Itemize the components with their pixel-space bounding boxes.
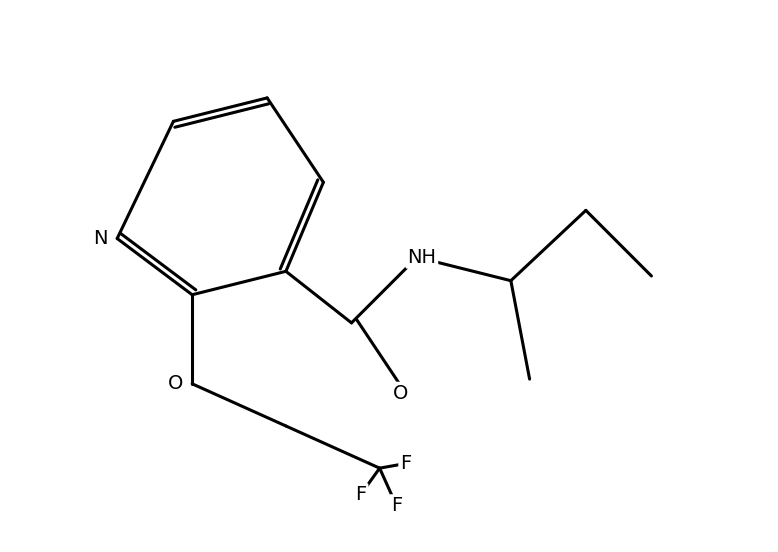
Text: F: F: [391, 496, 402, 515]
Text: O: O: [167, 374, 183, 393]
Text: O: O: [393, 384, 408, 402]
Text: NH: NH: [408, 248, 436, 267]
Text: N: N: [93, 229, 107, 248]
Text: F: F: [356, 485, 366, 504]
Text: F: F: [400, 454, 412, 473]
